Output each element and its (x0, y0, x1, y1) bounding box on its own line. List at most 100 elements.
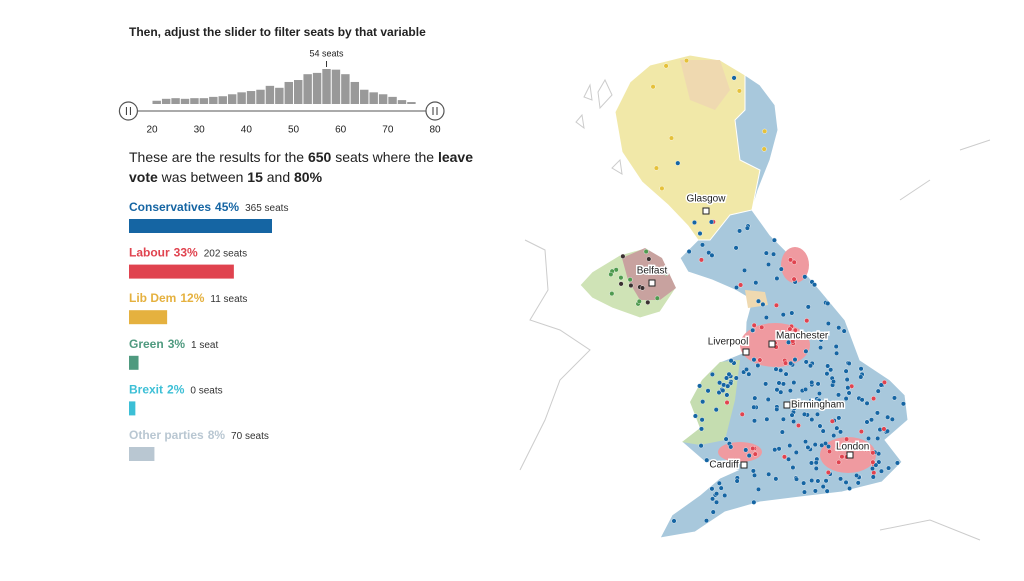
seat-dot (720, 387, 726, 393)
summary-text: leave (438, 149, 473, 165)
histogram-bar (312, 72, 322, 104)
party-share-bar (129, 447, 155, 461)
seat-dot (742, 267, 748, 273)
seat-dot (791, 259, 797, 265)
seat-dot (786, 456, 792, 462)
seat-dot (639, 285, 645, 291)
seat-dot (724, 375, 730, 381)
seat-dot (876, 459, 882, 465)
city-marker (742, 348, 750, 356)
seat-dot (827, 449, 833, 455)
seat-dot (752, 451, 758, 457)
seat-dot (628, 283, 634, 289)
party-seats: 365 seats (245, 203, 288, 214)
seat-dot (699, 417, 705, 423)
seat-dot (795, 333, 801, 339)
city-marker (740, 461, 748, 469)
seat-dot (836, 459, 842, 465)
seat-dot (791, 276, 797, 282)
party-seats: 0 seats (190, 385, 222, 396)
seat-dot (813, 465, 819, 471)
seat-dot (763, 315, 769, 321)
histogram-bar (227, 94, 237, 104)
seat-dot (807, 363, 813, 369)
seat-dot (803, 439, 809, 445)
histogram-bar (397, 100, 407, 104)
seat-dot (838, 476, 844, 482)
seat-dot (844, 436, 850, 442)
party-name: Lib Dem (129, 291, 176, 305)
seat-dot (804, 318, 810, 324)
seat-dot (774, 387, 780, 393)
summary-text: and (263, 169, 294, 185)
party-name: Green (129, 337, 164, 351)
seat-dot (753, 280, 759, 286)
seat-dot (729, 463, 735, 469)
seat-dot (713, 407, 719, 413)
seat-dot (771, 251, 777, 257)
slider-handle[interactable] (425, 101, 445, 121)
seat-dot (750, 327, 756, 333)
seat-dot (728, 444, 734, 450)
seat-dot (831, 433, 837, 439)
seat-dot (700, 399, 706, 405)
summary-text: 15 (247, 169, 263, 185)
seat-dot (787, 443, 793, 449)
seat-dot (627, 277, 633, 283)
seat-dot (792, 357, 798, 363)
seat-dot (618, 281, 624, 287)
x-tick-label: 50 (288, 125, 300, 136)
seat-dot (824, 371, 830, 377)
summary-text: 650 (308, 149, 332, 165)
seat-dot (755, 486, 761, 492)
seat-dot (698, 443, 704, 449)
city-label: Glasgow (687, 194, 727, 205)
slider-handle-knob (118, 101, 139, 121)
seat-dot (881, 426, 887, 432)
seat-dot (794, 476, 800, 482)
party-seats: 202 seats (204, 248, 247, 259)
seat-dot (780, 381, 786, 387)
seat-dot (834, 446, 840, 452)
seat-dot (686, 249, 692, 255)
seat-dot (778, 389, 784, 395)
seat-dot (840, 446, 846, 452)
slider-handle[interactable] (118, 101, 139, 121)
seat-dot (846, 360, 852, 366)
seat-dot (791, 405, 797, 411)
seat-dot (843, 479, 849, 485)
seat-dot (752, 395, 758, 401)
party-seats: 70 seats (231, 431, 269, 442)
seat-dot (825, 363, 831, 369)
summary-text: was between (158, 169, 248, 185)
seat-dot (788, 360, 794, 366)
seat-dot (838, 429, 844, 435)
party-share: 45% (215, 200, 239, 214)
seat-dot (846, 390, 852, 396)
seat-dot (751, 418, 757, 424)
seat-dot (858, 429, 864, 435)
seat-dot (836, 325, 842, 331)
seat-dot (845, 385, 851, 391)
party-share-bar (129, 264, 234, 279)
city-label: Cardiff (709, 460, 738, 471)
seat-dot (871, 396, 877, 402)
seat-dot (724, 392, 730, 398)
seat-dot (881, 379, 887, 385)
seat-dot (773, 476, 779, 482)
panel-title: Then, adjust the slider to filter seats … (129, 25, 426, 39)
x-tick-label: 40 (241, 125, 253, 136)
seat-dot (787, 388, 793, 394)
city-label: Manchester (776, 331, 829, 342)
histogram-bar (218, 96, 227, 104)
seat-dot (645, 299, 651, 305)
party-name: Conservatives (129, 200, 211, 214)
seat-dot (858, 374, 864, 380)
seat-dot (809, 417, 815, 423)
seat-dot (812, 442, 818, 448)
seat-dot (656, 270, 662, 276)
summary-text: These are the results for the (129, 149, 308, 165)
seat-dot (833, 401, 839, 407)
seat-dot (752, 472, 758, 478)
